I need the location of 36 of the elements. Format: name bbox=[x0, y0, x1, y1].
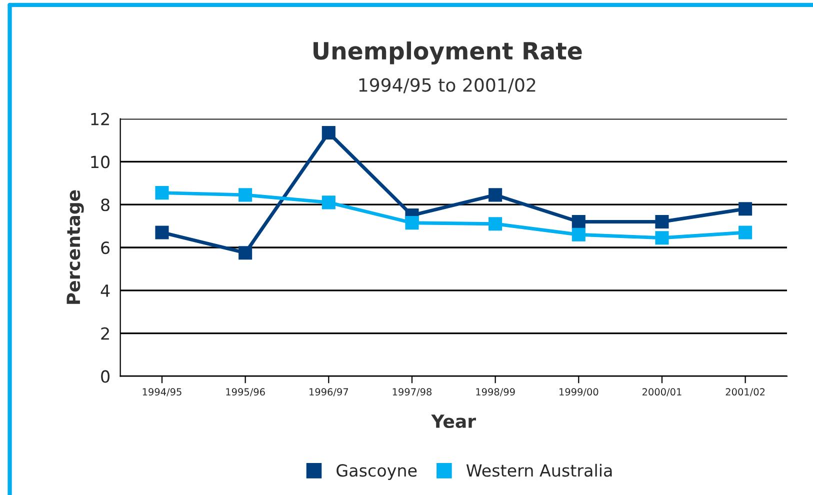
x-tick-label: 1998/99 bbox=[476, 388, 515, 396]
y-tick-label: 2 bbox=[101, 327, 109, 340]
x-tick-label: 1997/98 bbox=[392, 388, 432, 396]
point bbox=[655, 231, 669, 245]
chart-subtitle: 1994/95 to 2001/02 bbox=[359, 78, 536, 94]
legend-label: Gascoyne bbox=[336, 464, 417, 480]
x-tick-label: 2001/02 bbox=[726, 388, 765, 396]
x-tick-label: 1995/96 bbox=[226, 388, 265, 396]
chart-title: Unemployment Rate bbox=[314, 41, 582, 64]
y-tick-label: 8 bbox=[101, 198, 110, 212]
point bbox=[488, 188, 502, 202]
legend-label: Western Australia bbox=[466, 464, 612, 477]
point bbox=[738, 226, 752, 240]
point bbox=[238, 246, 252, 260]
x-tick-label: 1996/97 bbox=[310, 388, 348, 396]
y-tick-label: 12 bbox=[91, 112, 109, 126]
point bbox=[572, 228, 586, 242]
point bbox=[738, 202, 752, 216]
x-tick-label: 1999/00 bbox=[560, 388, 598, 396]
point bbox=[155, 226, 169, 240]
point bbox=[655, 214, 669, 229]
y-tick-label: 4 bbox=[100, 284, 110, 297]
x-tick-label: 1994/95 bbox=[142, 388, 182, 396]
point bbox=[405, 216, 419, 230]
point bbox=[572, 214, 586, 229]
point bbox=[322, 196, 336, 210]
y-tick-label: 6 bbox=[101, 241, 110, 254]
x-tick-label: 2000/01 bbox=[642, 388, 682, 396]
point bbox=[238, 188, 252, 202]
y-axis-title: Percentage bbox=[66, 190, 84, 304]
y-tick-label: 10 bbox=[91, 156, 110, 168]
point bbox=[155, 186, 169, 200]
point bbox=[322, 126, 336, 140]
point bbox=[488, 217, 502, 231]
y-tick-label: 0 bbox=[101, 370, 110, 383]
x-axis-title: Year bbox=[431, 414, 476, 428]
